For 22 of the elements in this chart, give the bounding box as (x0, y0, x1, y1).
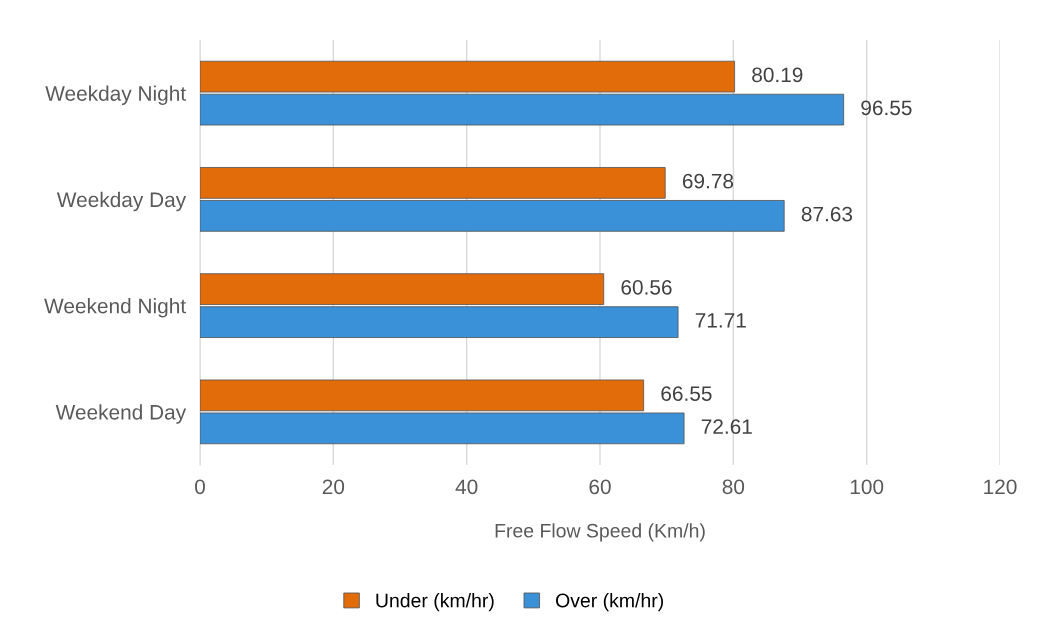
x-tick-label: 120 (984, 479, 1017, 495)
y-tick-label: Weekday Day (56, 191, 187, 212)
x-tick-label: 80 (722, 479, 745, 495)
y-tick-label: Weekend Day (55, 404, 187, 424)
x-tick-label: 60 (589, 479, 611, 495)
legend-label: Under (km/hr) (376, 593, 494, 612)
x-tick-label: 20 (322, 479, 345, 495)
data-label: 66.55 (661, 386, 712, 401)
y-tick-label: Weekday Night (45, 85, 186, 105)
x-axis-title: Free Flow Speed (Km/h) (495, 523, 705, 542)
data-label: 60.56 (621, 279, 672, 295)
data-label: 69.78 (682, 173, 734, 189)
x-tick-label: 40 (455, 479, 478, 495)
data-label: 96.55 (861, 100, 912, 116)
data-label: 72.61 (701, 419, 752, 434)
legend-label: Over (km/hr) (556, 593, 663, 612)
data-label: 80.19 (752, 67, 803, 83)
x-tick-label: 0 (195, 479, 205, 495)
y-tick-label: Weekend Night (44, 298, 186, 318)
data-label: 87.63 (801, 206, 853, 222)
x-tick-label: 100 (850, 479, 884, 495)
data-label: 71.71 (695, 313, 746, 328)
